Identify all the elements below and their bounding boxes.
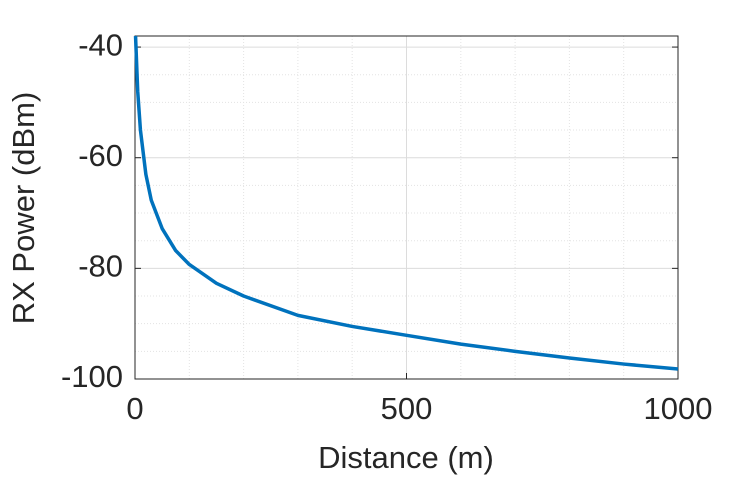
y-tick-label: -100 — [61, 359, 123, 394]
x-tick-label: 500 — [381, 391, 433, 426]
axes-box — [134, 35, 679, 380]
y-tick-label: -60 — [78, 138, 123, 173]
line-series — [133, 35, 679, 371]
x-tick-label: 1000 — [644, 391, 713, 426]
y-axis-label: RX Power (dBm) — [6, 92, 41, 325]
x-tick-label: 0 — [126, 391, 143, 426]
x-axis-label: Distance (m) — [318, 440, 494, 475]
y-tick-label: -40 — [78, 27, 123, 62]
y-tick-label: -80 — [78, 249, 123, 284]
